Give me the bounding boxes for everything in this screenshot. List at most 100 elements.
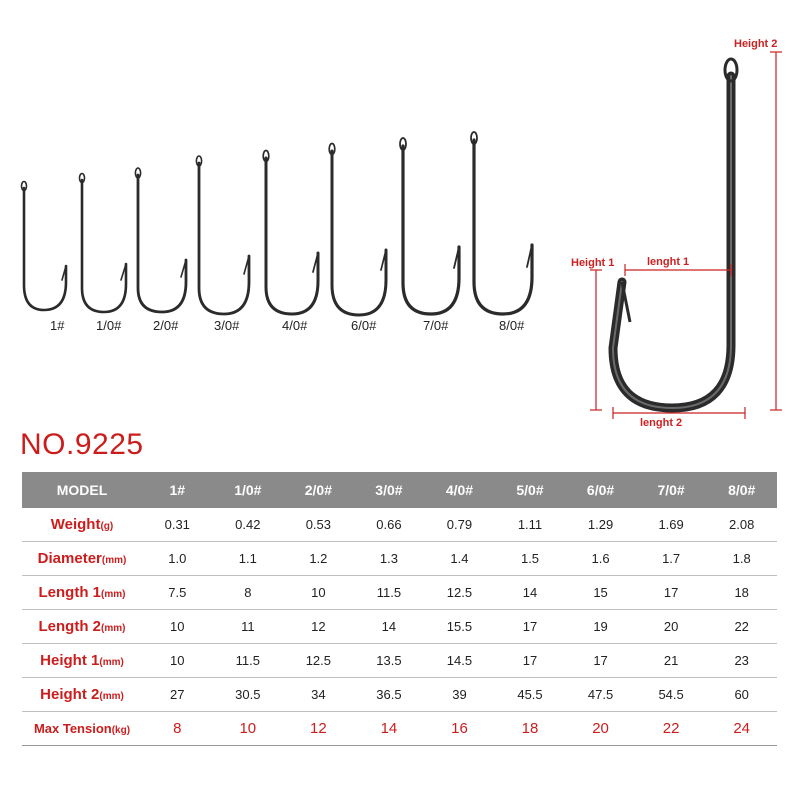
model-header: MODEL [22,472,142,508]
table-header-row: MODEL 1# 1/0# 2/0# 3/0# 4/0# 5/0# 6/0# 7… [22,472,777,508]
table-cell: 8 [212,575,284,610]
table-cell: 20 [635,609,707,644]
table-cell: 47.5 [565,677,636,712]
table-row-length2: Length 2(mm) 10 11 12 14 15.5 17 19 20 2… [22,609,777,644]
table-cell: 14 [353,609,425,644]
size-header: 7/0# [635,472,707,508]
hook-1 [20,180,68,312]
table-cell: 54.5 [635,677,707,712]
table-cell: 24 [706,711,777,746]
row-label: Weight(g) [22,508,142,542]
table-row-weight: Weight(g) 0.31 0.42 0.53 0.66 0.79 1.11 … [22,508,777,542]
table-cell: 14.5 [424,643,495,678]
table-cell: 2.08 [706,508,777,542]
size-header: 1# [142,472,213,508]
table-cell: 1.4 [424,541,495,576]
hook-size-label: 1/0# [96,318,122,333]
table-cell: 18 [494,711,566,746]
table-cell: 10 [283,575,354,610]
hook-size-label: 4/0# [282,318,308,333]
hook-8-0 [470,131,534,316]
table-cell: 39 [424,677,495,712]
hook-6-0 [328,142,388,317]
size-header: 8/0# [706,472,777,508]
hook-4-0 [262,149,320,316]
table-cell: 0.53 [283,508,354,542]
table-cell: 0.31 [142,508,213,542]
table-cell: 1.2 [283,541,354,576]
table-cell: 22 [635,711,707,746]
row-label: Height 2(mm) [22,677,142,712]
height2-label: Height 2 [734,38,778,50]
table-cell: 1.1 [212,541,284,576]
table-cell: 13.5 [353,643,425,678]
table-cell: 12.5 [424,575,495,610]
table-cell: 7.5 [142,575,213,610]
table-cell: 14 [353,711,425,746]
height1-label: Height 1 [571,257,615,269]
dimension-hook-diagram [590,51,782,419]
table-cell: 27 [142,677,213,712]
table-cell: 17 [494,643,566,678]
hook-size-label: 7/0# [423,318,449,333]
table-cell: 11 [212,609,284,644]
table-cell: 1.11 [494,508,566,542]
table-cell: 16 [424,711,495,746]
table-cell: 34 [283,677,354,712]
row-label: Diameter(mm) [22,541,142,576]
table-cell: 15.5 [424,609,495,644]
size-header: 1/0# [212,472,284,508]
table-cell: 12 [283,711,354,746]
table-cell: 30.5 [212,677,284,712]
table-cell: 22 [706,609,777,644]
hook-2-0 [134,167,188,314]
table-cell: 1.0 [142,541,213,576]
hook-size-label: 6/0# [351,318,377,333]
table-row-length1: Length 1(mm) 7.5 8 10 11.5 12.5 14 15 17… [22,575,777,610]
table-cell: 18 [706,575,777,610]
hook-1-0 [78,172,128,314]
row-label: Height 1(mm) [22,643,142,678]
table-cell: 17 [635,575,707,610]
row-label: Max Tension(kg) [22,711,142,746]
size-header: 3/0# [353,472,425,508]
table-row-height2: Height 2(mm) 27 30.5 34 36.5 39 45.5 47.… [22,677,777,712]
table-cell: 1.7 [635,541,707,576]
size-header: 6/0# [565,472,636,508]
table-cell: 1.69 [635,508,707,542]
table-cell: 12.5 [283,643,354,678]
hook-size-label: 2/0# [153,318,179,333]
table-cell: 20 [565,711,636,746]
table-cell: 1.3 [353,541,425,576]
table-row-max-tension: Max Tension(kg) 8 10 12 14 16 18 20 22 2… [22,711,777,746]
row-label: Length 2(mm) [22,609,142,644]
table-cell: 21 [635,643,707,678]
table-cell: 0.42 [212,508,284,542]
table-cell: 19 [565,609,636,644]
table-cell: 36.5 [353,677,425,712]
table-cell: 10 [212,711,284,746]
size-header: 2/0# [283,472,354,508]
size-header: 5/0# [494,472,566,508]
hook-7-0 [399,137,461,316]
table-row-height1: Height 1(mm) 10 11.5 12.5 13.5 14.5 17 1… [22,643,777,678]
hook-size-label: 1# [50,318,65,333]
hook-3-0 [195,155,251,316]
table-cell: 1.8 [706,541,777,576]
table-cell: 10 [142,609,213,644]
table-cell: 12 [283,609,354,644]
hook-lineup-illustration [20,51,782,419]
table-cell: 17 [565,643,636,678]
table-cell: 17 [494,609,566,644]
table-cell: 1.6 [565,541,636,576]
table-cell: 0.79 [424,508,495,542]
table-cell: 0.66 [353,508,425,542]
table-cell: 8 [142,711,213,746]
row-label: Length 1(mm) [22,575,142,610]
table-cell: 45.5 [494,677,566,712]
table-cell: 60 [706,677,777,712]
table-cell: 1.5 [494,541,566,576]
table-cell: 10 [142,643,213,678]
table-cell: 1.29 [565,508,636,542]
length1-label: lenght 1 [647,256,690,268]
